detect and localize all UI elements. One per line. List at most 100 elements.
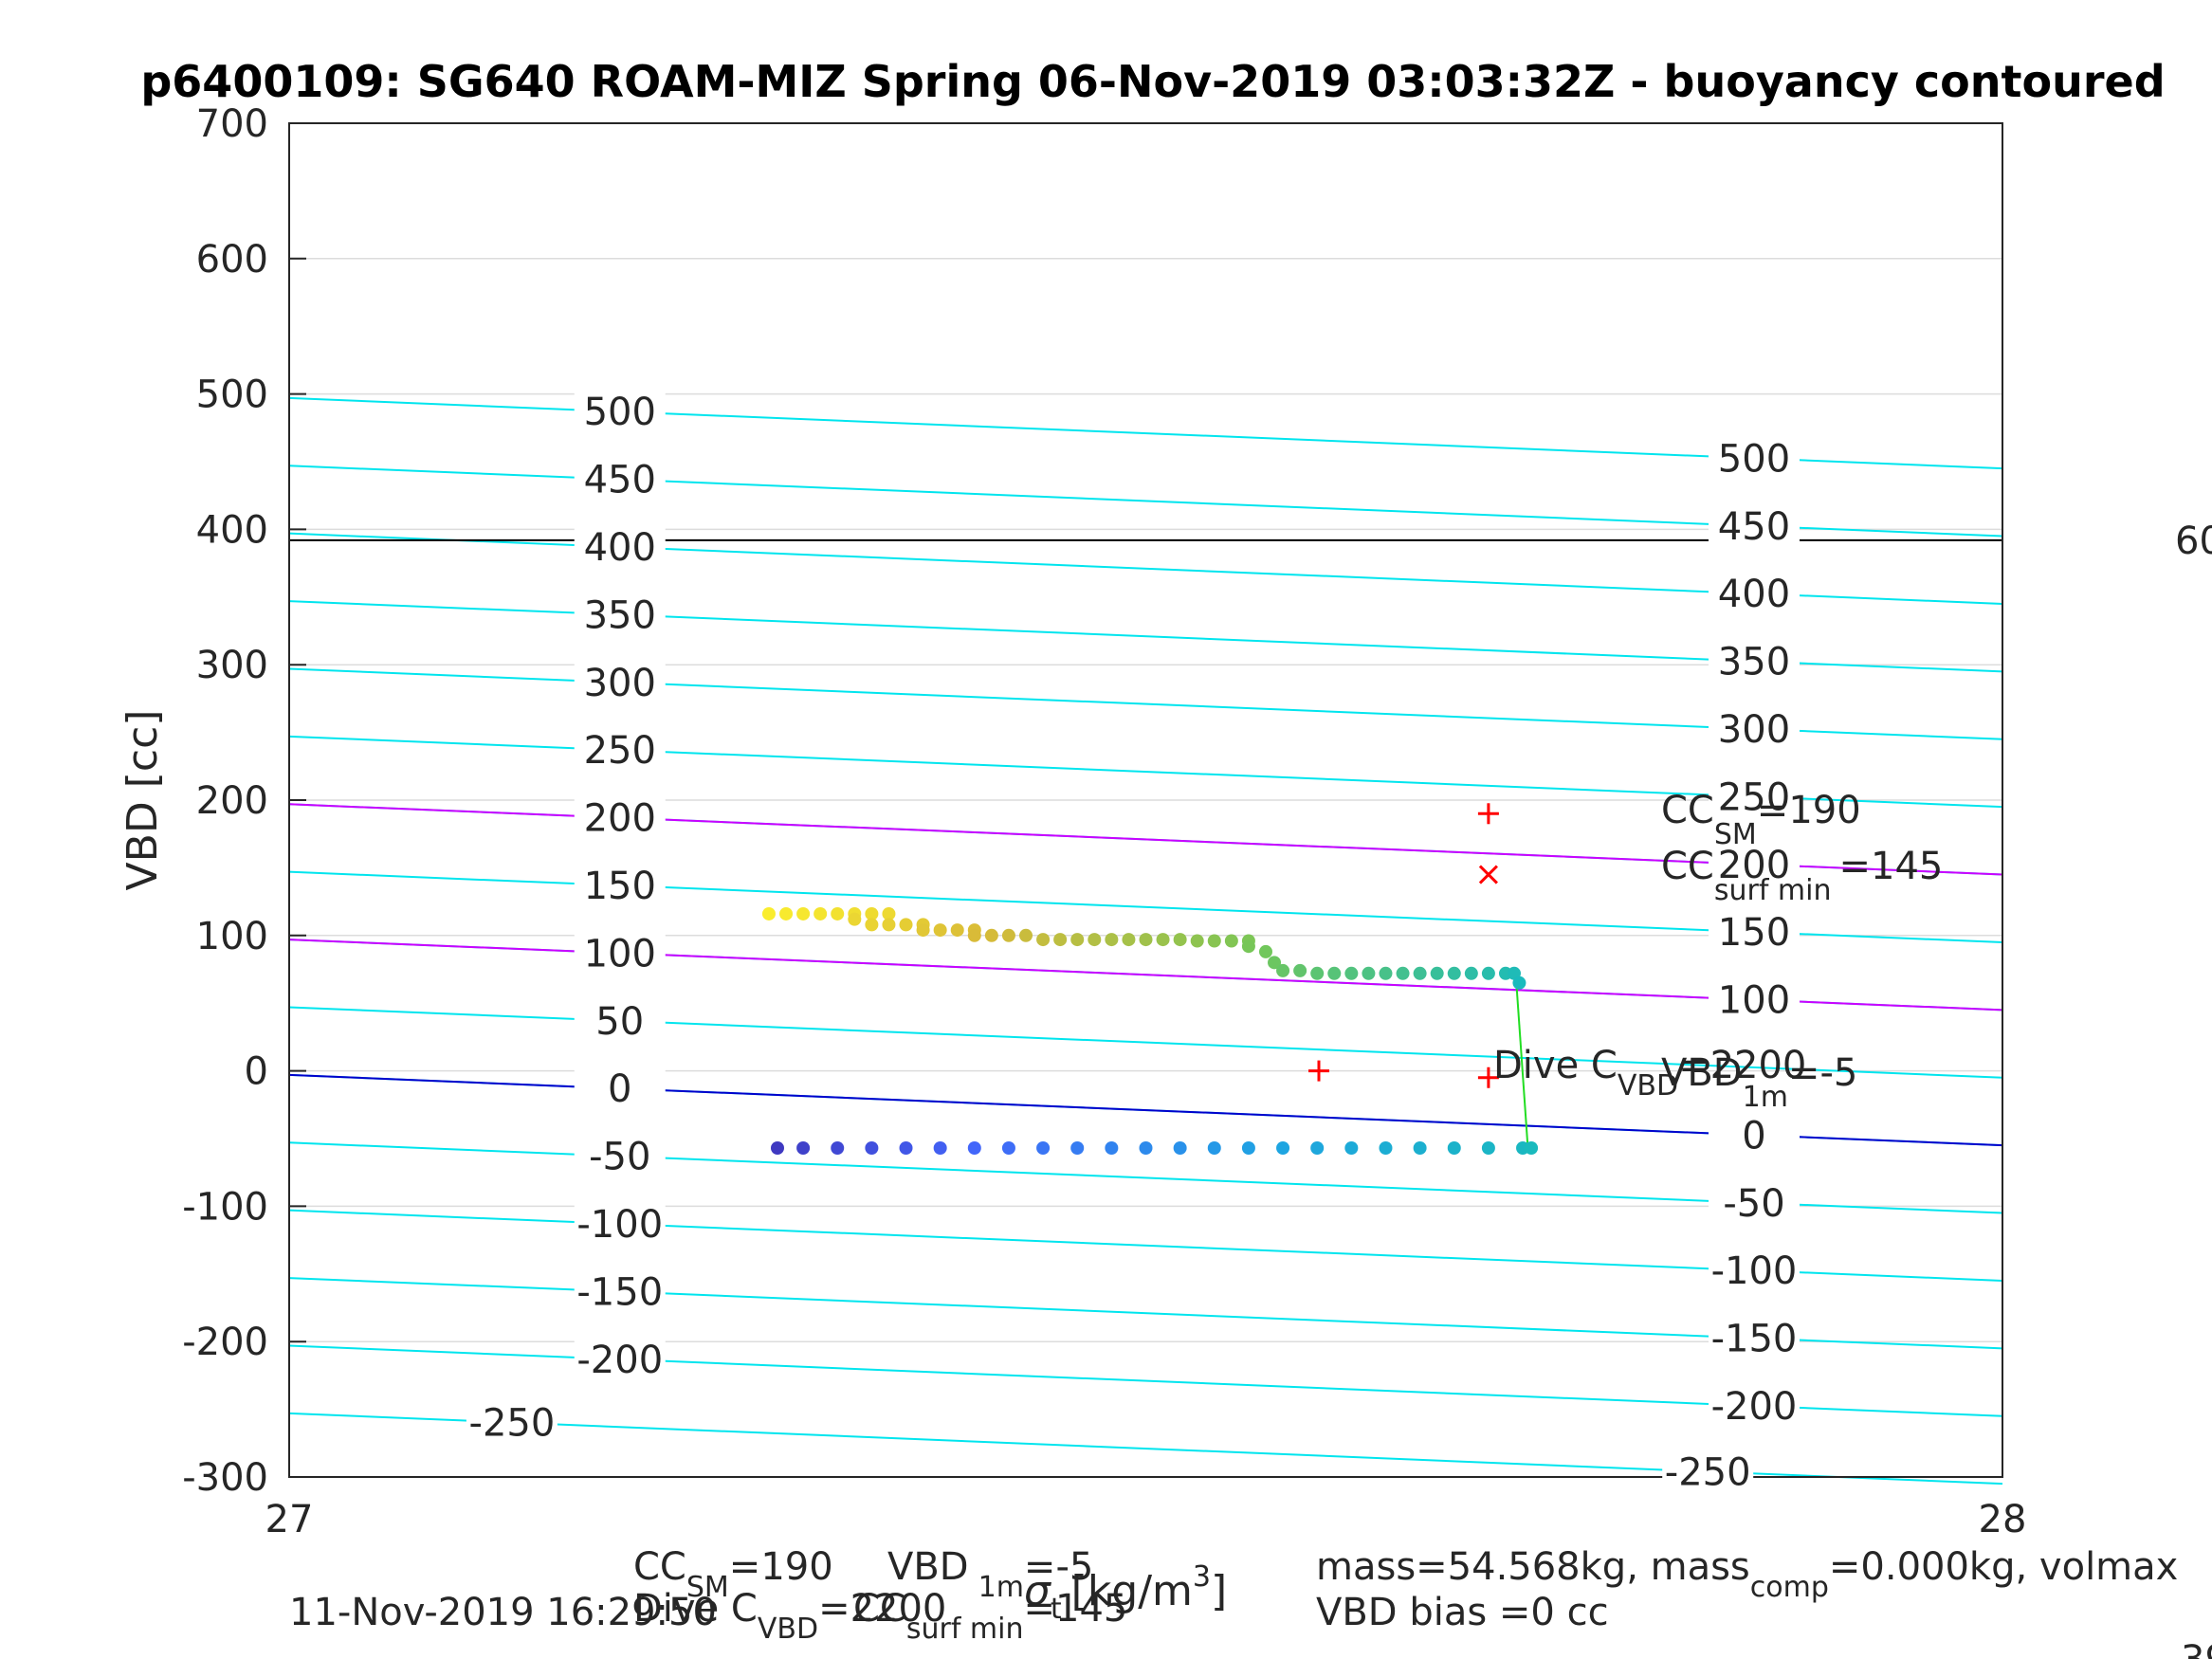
contour-label-bg: [1708, 843, 1800, 885]
y-tick-label: 500: [196, 374, 268, 417]
data-point: [865, 906, 879, 921]
dive-segment: [1514, 975, 1529, 1149]
data-point: [1525, 1140, 1539, 1155]
contour-label-bg: [574, 729, 666, 772]
plus-marker: [1308, 1060, 1330, 1082]
data-point: [1088, 933, 1102, 947]
contour-label-bg: [1708, 1181, 1800, 1224]
data-point: [1173, 933, 1187, 947]
contour-label: -50: [1723, 1182, 1784, 1226]
data-point: [1001, 1140, 1015, 1155]
data-point: [865, 1140, 879, 1155]
contour-label: 500: [584, 391, 656, 434]
contour-label: -150: [576, 1270, 663, 1314]
contour-label-bg: [574, 661, 666, 703]
contour-label-bg: [574, 999, 666, 1042]
data-point: [1105, 1140, 1119, 1155]
data-point: [1327, 966, 1342, 980]
x-tick-label: 27: [265, 1498, 314, 1541]
contour-label: 100: [1718, 979, 1790, 1023]
y-tick-label: 700: [196, 102, 268, 146]
contour-label: 400: [584, 526, 656, 570]
contour-label: -50: [589, 1136, 650, 1179]
y-tick-label: -300: [182, 1456, 268, 1500]
data-points: [761, 906, 1539, 1155]
data-point: [1310, 1140, 1325, 1155]
data-point: [1379, 1140, 1393, 1155]
footer-dive-c: Dive CVBD=2200: [633, 1587, 946, 1646]
contour-label: 200: [584, 797, 656, 841]
data-point: [1276, 1140, 1290, 1155]
contour-label: 300: [1718, 708, 1790, 752]
x-tick-label: 28: [1979, 1498, 2027, 1541]
data-point: [899, 1140, 913, 1155]
contour-label-bg: [1708, 573, 1800, 615]
y-tick-label: -100: [182, 1185, 268, 1229]
footer-mass: mass=54.568kg, masscomp=0.000kg, volmax: [1316, 1545, 2178, 1604]
x-axis-label: σt [kg/m3]: [1024, 1560, 1227, 1626]
plus-marker: [1477, 1066, 1499, 1088]
data-point: [1139, 933, 1153, 947]
data-point: [1241, 1140, 1255, 1155]
dive-path: [1514, 975, 1529, 1149]
contour-label: 250: [1718, 775, 1790, 819]
y-tick-label: 300: [196, 644, 268, 687]
data-point: [1001, 928, 1015, 942]
data-point: [1396, 966, 1410, 980]
contour-label: 150: [1718, 911, 1790, 955]
contour-label: 500: [1718, 437, 1790, 481]
data-point: [1413, 966, 1427, 980]
contour-label-bg: [1708, 437, 1800, 480]
data-point: [1207, 934, 1221, 948]
data-point: [1481, 1140, 1495, 1155]
contour-label-bg: [1708, 1384, 1800, 1427]
contour-label-bg: [1708, 775, 1800, 818]
contour-label-bg: [1708, 1114, 1800, 1157]
footer-vbd-1m: VBD 1m=-5: [887, 1545, 1093, 1604]
contour-label: -200: [576, 1339, 663, 1382]
annotation-dive-c-vbd: Dive CVBD=2200: [1493, 1044, 1806, 1103]
data-point: [1070, 1140, 1085, 1155]
data-point: [1344, 1140, 1359, 1155]
y-tick-label: -200: [182, 1321, 268, 1364]
contour-label-bg: [1708, 707, 1800, 750]
data-point: [1105, 933, 1119, 947]
annotation-vbd-1m: VBD1m=-5: [1661, 1051, 1857, 1114]
data-point: [1019, 928, 1033, 942]
contour-label: 350: [584, 593, 656, 637]
cross-marker: [1478, 865, 1498, 884]
data-point: [1241, 939, 1255, 954]
contour-label-bg: [1708, 978, 1800, 1021]
contour-label: 350: [1718, 641, 1790, 684]
contour-label: 0: [1742, 1114, 1765, 1158]
contour-label-bg: [574, 932, 666, 975]
data-point: [865, 918, 879, 932]
footer-cc-sm: CCSM=190: [633, 1545, 833, 1604]
contour-label: -250: [469, 1402, 556, 1446]
data-point: [1036, 933, 1051, 947]
contour-label: 150: [584, 865, 656, 908]
data-point: [882, 918, 896, 932]
contour-label-bg: [574, 1203, 666, 1246]
footer-timestamp: 11-Nov-2019 16:29:50: [289, 1591, 717, 1634]
data-point: [967, 1140, 981, 1155]
annotation-cc-surf-min: CCsurf min=145: [1661, 845, 1943, 907]
contour-label: 450: [584, 459, 656, 502]
contour-label-bg: [1708, 1317, 1800, 1359]
data-point: [831, 1140, 845, 1155]
data-point: [933, 923, 947, 938]
data-point: [933, 1140, 947, 1155]
data-point: [1224, 934, 1238, 948]
contour-label-bg: [1708, 640, 1800, 683]
data-point: [1070, 933, 1085, 947]
annotation-right-edge-upper: 60: [2175, 520, 2212, 563]
contour-label-bg: [574, 1270, 666, 1313]
data-point: [899, 918, 913, 932]
data-point: [761, 906, 776, 921]
contour-label-bg: [574, 1135, 666, 1177]
footer-vbd-bias: VBD bias =0 cc: [1316, 1591, 1609, 1634]
data-point: [1268, 956, 1282, 970]
contour-label: -150: [1711, 1318, 1798, 1361]
